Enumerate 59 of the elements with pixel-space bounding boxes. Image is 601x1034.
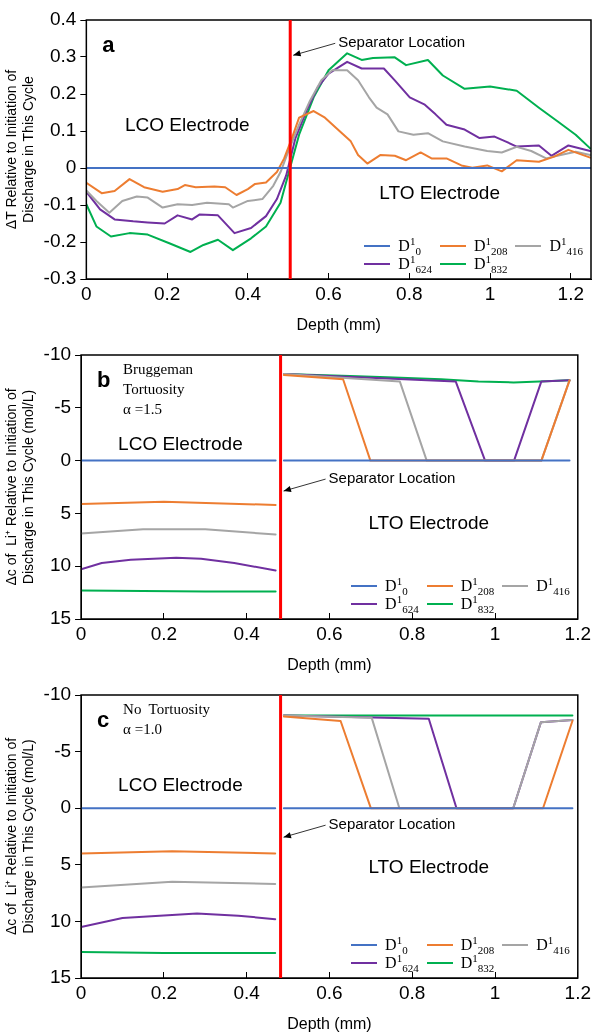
y-tick-label: 10: [49, 909, 72, 931]
annotation: LTO Electrode: [368, 855, 490, 877]
x-tick-label: 0.4: [234, 282, 262, 304]
x-tick-label: 0.2: [153, 282, 181, 304]
y-tick-label: -10: [43, 683, 72, 705]
text: b: [97, 367, 111, 393]
x-axis-title: Depth (mm): [287, 655, 372, 673]
y-axis-title: Δc of Li⁺ Relative to Initiation of Discharge in This Cycle (mol/L): [3, 737, 37, 936]
x-tick-label: 1: [484, 282, 496, 304]
x-tick-label: 1: [489, 622, 501, 644]
x-tick-label: 0.2: [150, 622, 178, 644]
y-tick-label: 0.1: [49, 119, 77, 141]
y-tick-label: -5: [54, 739, 72, 761]
text: c: [97, 707, 110, 733]
x-tick-label: 0.4: [233, 622, 261, 644]
y-tick-label: 0: [65, 156, 77, 178]
x-tick-label: 0: [81, 282, 92, 304]
x-axis-title: Depth (mm): [296, 315, 381, 333]
ref-line-label: Separator Location: [338, 33, 465, 51]
x-tick-label: 0.4: [233, 981, 261, 1003]
y-tick-label: -10: [43, 343, 72, 365]
x-tick-label: 0.8: [396, 282, 423, 304]
x-tick-label: 0.2: [150, 981, 178, 1003]
y-tick-label: 5: [60, 501, 72, 523]
text: Bruggeman Tortuosity α =1.5: [123, 360, 194, 417]
x-tick-label: 1.2: [564, 981, 591, 1003]
y-tick-label: 0.4: [49, 8, 77, 30]
y-tick-label: 5: [60, 853, 72, 875]
annotation: LCO Electrode: [118, 773, 243, 795]
y-tick-label: -0.1: [43, 193, 77, 215]
annotation: LCO Electrode: [124, 114, 250, 136]
y-tick-label: 10: [49, 554, 72, 576]
y-tick-label: -0.2: [43, 230, 77, 252]
x-tick-label: 1: [489, 981, 501, 1003]
x-axis-title: Depth (mm): [287, 1014, 372, 1032]
y-axis-title: ΔT Relative to Initiation of Discharge in This Cycle: [3, 69, 37, 230]
y-tick-label: 15: [49, 607, 72, 629]
ref-line-label: Separator Location: [328, 815, 456, 833]
annotation: LTO Electrode: [379, 181, 500, 203]
x-tick-label: 0.8: [399, 622, 426, 644]
text: No Tortuosity α =1.0: [123, 700, 211, 737]
x-tick-label: 0.8: [399, 981, 426, 1003]
y-tick-label: -0.3: [43, 267, 77, 289]
x-tick-label: 1.2: [564, 622, 591, 644]
annotation: LCO Electrode: [118, 432, 243, 454]
ref-line-label: Separator Location: [328, 469, 456, 487]
x-tick-label: 0.6: [316, 622, 343, 644]
y-tick-label: 0.3: [49, 45, 77, 67]
annotation: LTO Electrode: [368, 512, 490, 534]
y-axis-title: Δc of Li⁺ Relative to Initiation of Discharge in This Cycle (mol/L): [3, 388, 37, 586]
text: a: [102, 32, 116, 58]
x-tick-label: 1.2: [557, 282, 585, 304]
y-tick-label: 0: [60, 796, 72, 818]
y-tick-label: 15: [49, 966, 72, 988]
x-tick-label: 0.6: [316, 981, 343, 1003]
y-tick-label: 0: [60, 448, 72, 470]
x-tick-label: 0.6: [315, 282, 342, 304]
y-tick-label: -5: [54, 396, 72, 418]
y-tick-label: 0.2: [49, 82, 77, 104]
